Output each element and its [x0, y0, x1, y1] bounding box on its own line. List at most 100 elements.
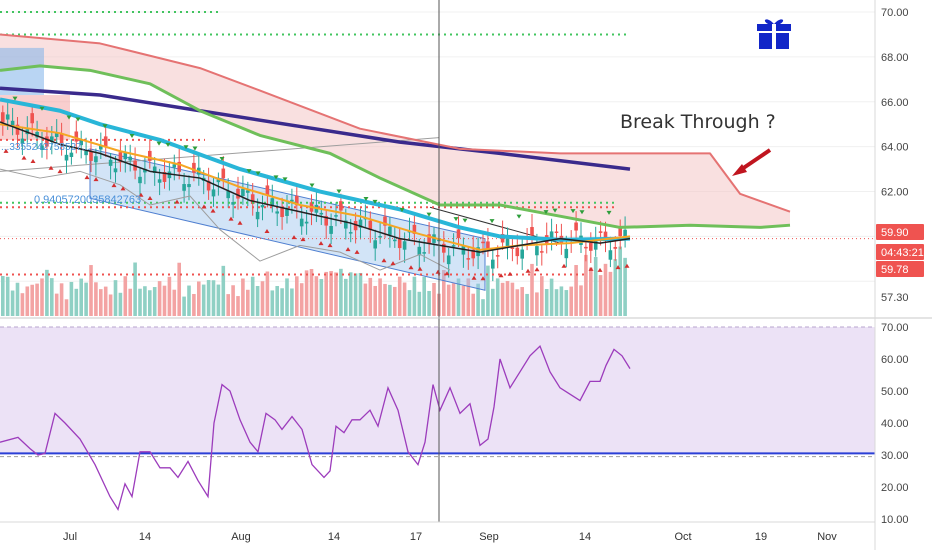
volume-bar: [40, 278, 44, 316]
volume-bar: [574, 265, 578, 316]
signal-marker: [507, 271, 513, 276]
trend-line: [0, 137, 440, 172]
rsi-tick: 30.00: [881, 450, 909, 462]
volume-bar: [69, 281, 74, 316]
candle-body: [456, 229, 461, 239]
signal-marker: [30, 158, 36, 163]
volume-bar: [103, 286, 108, 316]
fib-label-2: ...3355242758527...: [1, 142, 90, 153]
candle-body: [574, 222, 578, 231]
candle-body: [118, 152, 123, 163]
rsi-tick: 40.00: [881, 418, 909, 430]
price-axis[interactable]: 70.00 68.00 66.00 64.00 62.00 57.30: [881, 7, 909, 304]
signal-marker: [471, 275, 477, 280]
candle-body: [221, 168, 226, 179]
candle-body: [417, 246, 422, 256]
volume-bar: [334, 272, 338, 316]
candle-body: [59, 133, 64, 144]
candle-body: [618, 228, 622, 237]
signal-marker: [570, 209, 576, 214]
volume-bar: [275, 286, 279, 316]
candle-body: [584, 246, 588, 249]
candle-body: [442, 243, 446, 253]
volume-bar: [535, 292, 539, 316]
volume-bar: [295, 276, 299, 316]
candle-body: [451, 245, 456, 247]
candle-body: [383, 216, 387, 226]
signal-marker: [462, 218, 468, 223]
price-tag: 04:43:21: [876, 244, 924, 260]
volume-bar: [388, 284, 392, 316]
volume-bar: [412, 276, 417, 316]
volume-bar: [491, 288, 495, 316]
volume-bar: [427, 290, 431, 316]
volume-bar: [250, 276, 255, 316]
signal-marker: [174, 199, 180, 204]
candle-body: [30, 113, 34, 124]
signal-marker: [201, 204, 207, 209]
volume-bar: [94, 282, 98, 316]
volume-bar: [564, 290, 569, 316]
volume-bar: [530, 263, 534, 316]
candle-body: [20, 138, 25, 144]
candle-body: [69, 152, 74, 158]
candle-body: [598, 231, 603, 233]
price-tags: 59.90 04:43:21 59.78: [876, 224, 924, 277]
candle-body: [167, 171, 172, 179]
candle-body: [535, 246, 539, 256]
gift-icon[interactable]: [757, 19, 791, 49]
price-tick: 62.00: [881, 187, 909, 199]
candle-body: [241, 188, 245, 197]
time-axis[interactable]: Jul 14 Aug 14 17 Sep 14 Oct 19 Nov: [63, 531, 837, 543]
volume-bar: [255, 286, 260, 316]
candle-body: [466, 258, 471, 260]
signal-marker: [543, 210, 549, 215]
price-tag-box: [876, 261, 924, 277]
candle-body: [368, 220, 373, 230]
candle-body: [530, 227, 534, 236]
rsi-panel[interactable]: [0, 326, 875, 512]
volume-bar: [231, 285, 235, 316]
candle-body: [285, 208, 289, 216]
volume-bar: [549, 278, 554, 316]
volume-bar: [339, 268, 343, 316]
candle-body: [491, 259, 495, 269]
volume-bar: [162, 285, 167, 316]
candle-body: [554, 231, 559, 234]
volume-bar: [299, 283, 304, 316]
volume-bar: [353, 273, 358, 316]
candle-body: [152, 166, 157, 174]
price-panel[interactable]: [0, 0, 875, 318]
candle-body: [505, 238, 510, 248]
volume-bar: [216, 284, 221, 316]
volume-bar: [378, 278, 382, 316]
signal-marker: [57, 169, 63, 174]
break-through-annotation: Break Through ?: [620, 111, 776, 133]
signal-marker: [363, 197, 369, 202]
volume-bar: [544, 289, 549, 316]
volume-bar: [432, 282, 436, 316]
volume-bar: [25, 286, 30, 316]
signal-marker: [192, 146, 198, 151]
volume-bar: [525, 293, 529, 316]
volume-bar: [59, 283, 64, 316]
volume-bar: [397, 276, 402, 316]
rsi-axis[interactable]: 70.00 60.00 50.00 40.00 30.00 20.00 10.00: [881, 322, 909, 526]
candle-body: [5, 114, 10, 120]
volume-bar: [172, 289, 177, 316]
signal-marker: [48, 165, 54, 170]
candle-body: [280, 207, 284, 218]
ichimoku-span-a: [0, 33, 791, 213]
candle-body: [540, 251, 544, 253]
signal-marker: [183, 145, 189, 150]
candle-body: [45, 136, 49, 147]
signal-marker: [561, 263, 567, 268]
candle-body: [324, 216, 328, 226]
volume-bar: [211, 280, 216, 316]
signal-marker: [534, 267, 540, 272]
moving-averages: [0, 33, 791, 271]
volume-bar: [35, 283, 39, 316]
signal-marker: [327, 243, 333, 248]
